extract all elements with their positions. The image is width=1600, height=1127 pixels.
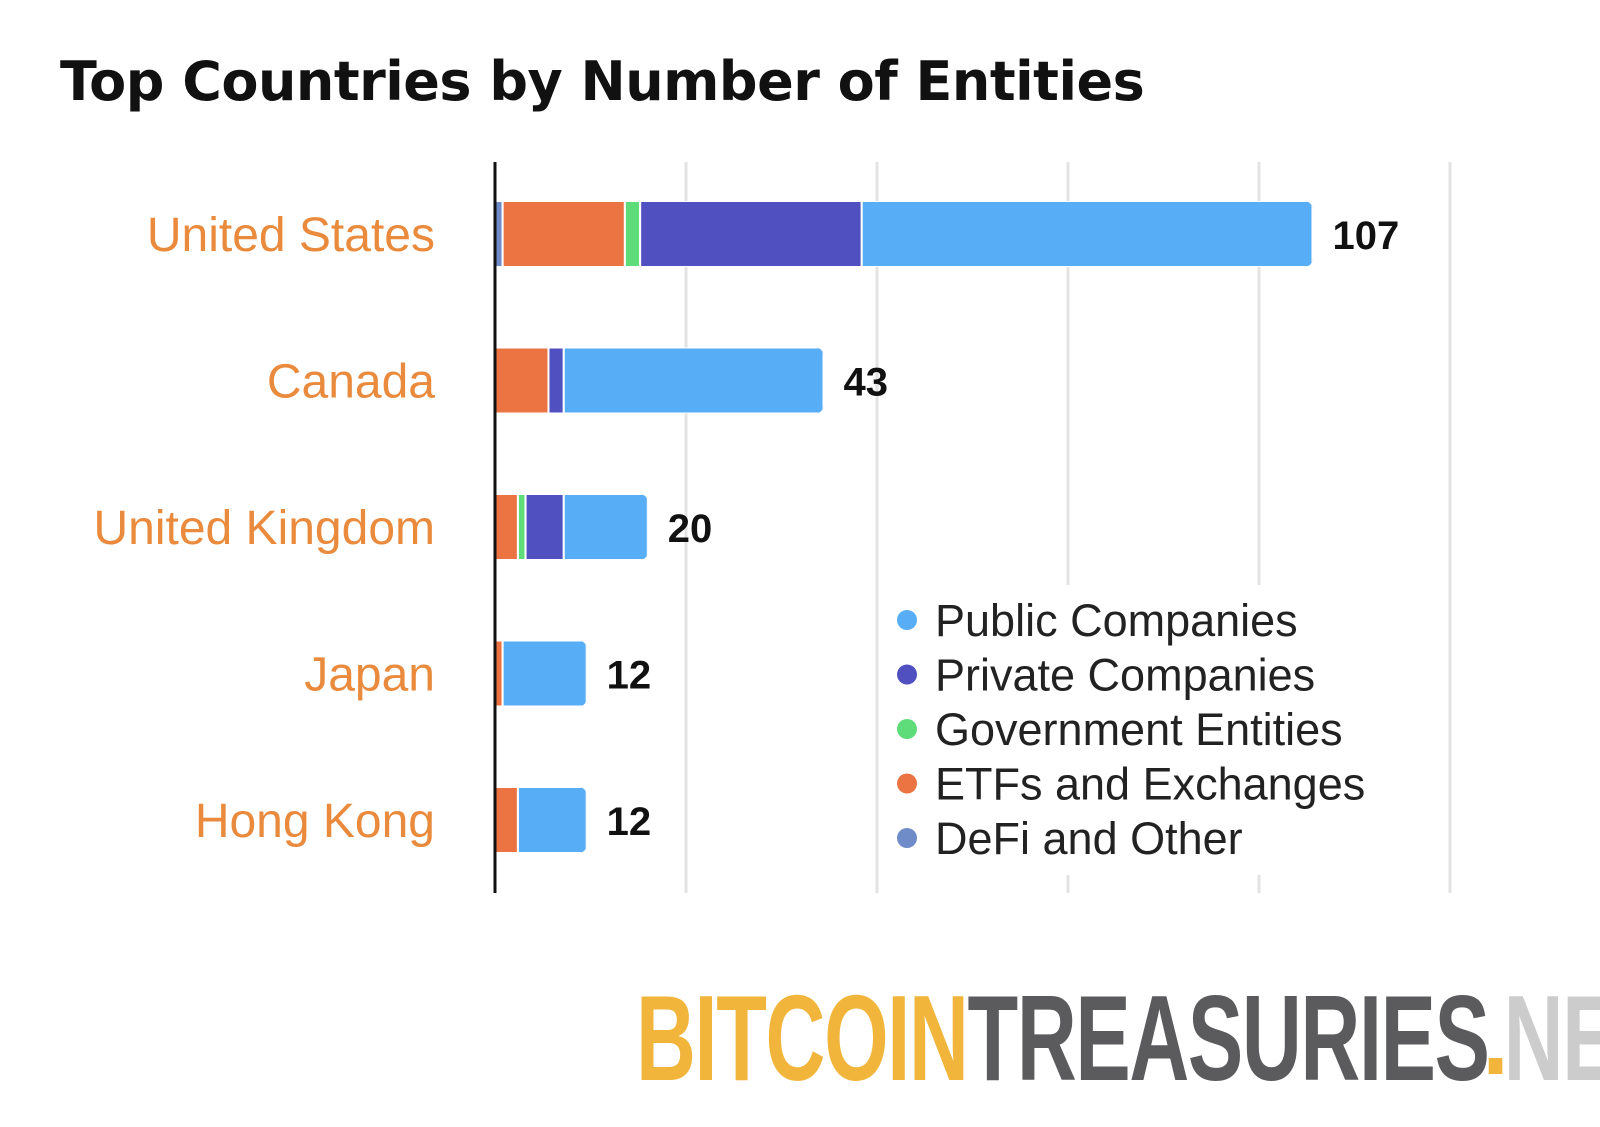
- legend-label-0: Public Companies: [935, 595, 1298, 646]
- category-labels: United States Canada United Kingdom Japan Ho…: [93, 209, 435, 848]
- logo-part-treasuries: TREASURIES: [967, 970, 1490, 1106]
- bar-group-1: [494, 347, 824, 414]
- legend-label-2: Government Entities: [935, 704, 1343, 755]
- bar-segment-2-4: [562, 494, 648, 560]
- bar-group-0: [494, 201, 1313, 267]
- legend-label-3: ETFs and Exchanges: [935, 759, 1365, 810]
- category-label-3: Japan: [304, 649, 435, 702]
- legend-marker-1: [897, 664, 917, 685]
- bar-group-2: [494, 494, 648, 560]
- legend-marker-2: [897, 719, 917, 739]
- logo-dot: [1488, 975, 1504, 1080]
- category-label-4: Hong Kong: [195, 795, 435, 848]
- bar-segment-0-3: [639, 201, 863, 267]
- bar-segment-1-3: [547, 347, 565, 414]
- bar-segment-0-1: [501, 201, 626, 267]
- chart-title: Top Countries by Number of Entities: [60, 50, 1145, 113]
- bitcointreasuries-logo: BITCOINTREASURIESNET: [636, 975, 1600, 1099]
- bar-segment-4-4: [516, 787, 587, 853]
- legend-marker-4: [897, 828, 917, 848]
- bar-segment-4-1: [494, 787, 519, 853]
- legend-marker-3: [897, 773, 917, 794]
- legend-label-4: DeFi and Other: [935, 813, 1243, 864]
- legend-marker-0: [897, 610, 917, 630]
- category-label-2: United Kingdom: [93, 502, 435, 555]
- bar-segment-1-4: [562, 347, 824, 414]
- value-label-2: 20: [668, 507, 713, 551]
- legend-background: [880, 585, 1440, 875]
- bar-group-4: [494, 787, 587, 853]
- category-label-1: Canada: [267, 356, 435, 409]
- bar-segment-1-1: [494, 347, 550, 414]
- bar-segment-3-4: [501, 640, 587, 707]
- bar-segment-2-3: [524, 494, 565, 560]
- logo-part-net: NET: [1503, 970, 1600, 1106]
- bar-segment-2-2: [516, 494, 527, 560]
- bars: [494, 201, 1313, 853]
- value-label-1: 43: [844, 361, 889, 405]
- legend-label-1: Private Companies: [935, 650, 1315, 701]
- value-labels: 107 43 20 12 12: [607, 214, 1400, 844]
- bar-group-3: [494, 640, 587, 707]
- bar-segment-0-4: [860, 201, 1313, 267]
- logo-dot-square: [1488, 1058, 1503, 1074]
- bar-segment-2-1: [494, 494, 519, 560]
- stacked-bar-chart: United States Canada United Kingdom Japan Ho…: [93, 162, 1452, 893]
- value-label-4: 12: [607, 800, 652, 844]
- value-label-3: 12: [607, 654, 652, 698]
- category-label-0: United States: [147, 209, 435, 262]
- value-label-0: 107: [1332, 214, 1399, 258]
- bar-segment-0-2: [623, 201, 642, 267]
- logo-part-bitcoin: BITCOIN: [636, 970, 969, 1106]
